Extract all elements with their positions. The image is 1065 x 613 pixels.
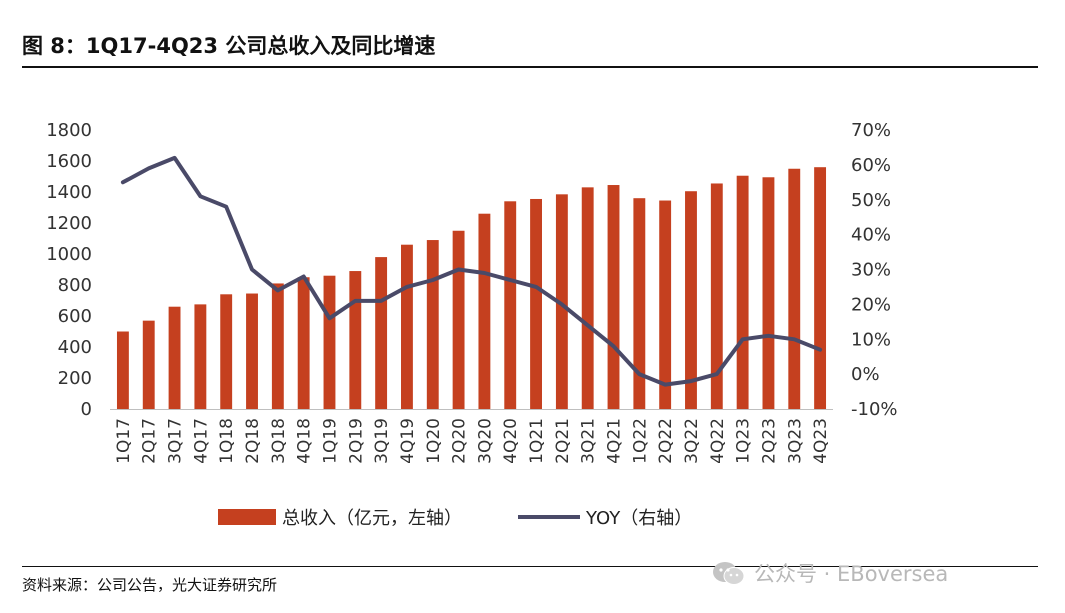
x-tick-label: 3Q22 — [682, 418, 702, 464]
y-left-tick-label: 600 — [58, 306, 92, 327]
x-tick-label: 1Q17 — [114, 418, 134, 464]
x-tick-label: 3Q17 — [166, 418, 186, 464]
bar-2Q20 — [452, 230, 465, 409]
source-note: 资料来源：公司公告，光大证券研究所 — [22, 576, 278, 594]
y-right-tick-label: 20% — [851, 294, 891, 315]
bar-3Q20 — [478, 213, 491, 409]
bar-4Q18 — [297, 277, 310, 409]
bar-3Q17 — [168, 306, 181, 409]
bar-4Q23 — [814, 167, 827, 409]
x-tick-label: 2Q20 — [450, 418, 470, 464]
y-right-tick-label: 10% — [851, 329, 891, 350]
bar-1Q23 — [736, 175, 749, 409]
y-left-tick-label: 800 — [58, 275, 92, 296]
bar-4Q22 — [710, 183, 723, 409]
x-tick-label: 1Q23 — [734, 418, 754, 464]
x-tick-label: 2Q23 — [759, 418, 779, 464]
y-left-tick-label: 1600 — [46, 151, 92, 172]
x-tick-label: 2Q22 — [656, 418, 676, 464]
bar-2Q17 — [142, 320, 155, 409]
y-left-tick-label: 1200 — [46, 213, 92, 234]
x-tick-label: 4Q18 — [295, 418, 315, 464]
title-divider — [22, 66, 1038, 68]
chart-legend: 总收入（亿元，左轴） YOY（右轴） — [218, 504, 692, 530]
watermark-text: 公众号 · EBoversea — [754, 562, 949, 586]
footer-divider — [22, 566, 1038, 567]
x-tick-label: 1Q18 — [217, 418, 237, 464]
bar-3Q23 — [788, 168, 801, 409]
bar-4Q20 — [504, 201, 517, 409]
x-tick-label: 2Q21 — [553, 418, 573, 464]
chart-title: 图 8：1Q17-4Q23 公司总收入及同比增速 — [22, 34, 436, 58]
bar-1Q22 — [633, 198, 646, 409]
bar-2Q18 — [246, 293, 258, 409]
x-tick-label: 1Q21 — [527, 418, 547, 464]
bar-4Q19 — [401, 244, 413, 409]
yoy-line — [120, 155, 823, 387]
x-tick-label: 3Q23 — [785, 418, 805, 464]
bar-3Q22 — [685, 191, 697, 409]
bar-1Q21 — [530, 198, 542, 409]
x-tick-label: 3Q21 — [579, 418, 599, 464]
x-tick-label: 4Q17 — [191, 418, 211, 464]
legend-bar-swatch — [218, 509, 276, 525]
y-left-tick-label: 1800 — [46, 120, 92, 141]
y-left-tick-label: 400 — [58, 337, 92, 358]
y-right-tick-label: 40% — [851, 225, 891, 246]
y-left-tick-label: 1400 — [46, 182, 92, 203]
bar-3Q19 — [375, 257, 388, 409]
x-tick-label: 4Q23 — [811, 418, 831, 464]
y-right-tick-label: 30% — [851, 260, 891, 281]
x-tick-label: 2Q19 — [346, 418, 366, 464]
y-right-tick-label: 50% — [851, 190, 891, 211]
y-right-tick-label: 0% — [851, 364, 880, 385]
x-tick-label: 3Q20 — [475, 418, 495, 464]
bar-2Q19 — [349, 271, 362, 409]
legend-bar-label: 总收入（亿元，左轴） — [282, 508, 462, 529]
y-left-tick-label: 200 — [58, 368, 92, 389]
bar-2Q23 — [762, 177, 775, 409]
bar-4Q21 — [607, 185, 620, 409]
x-tick-label: 1Q20 — [424, 418, 444, 464]
y-left-tick-label: 0 — [81, 399, 92, 420]
x-tick-label: 4Q21 — [605, 418, 625, 464]
bar-3Q21 — [581, 187, 594, 409]
bar-2Q21 — [555, 194, 568, 409]
bar-1Q18 — [220, 294, 233, 409]
x-tick-label: 3Q18 — [269, 418, 289, 464]
x-tick-label: 4Q19 — [398, 418, 418, 464]
x-tick-label: 1Q22 — [630, 418, 650, 464]
y-left-tick-label: 1000 — [46, 244, 92, 265]
bar-1Q19 — [323, 275, 336, 409]
x-tick-label: 2Q17 — [140, 418, 160, 464]
bar-3Q18 — [271, 283, 284, 409]
watermark: 公众号 · EBoversea — [712, 558, 948, 588]
bar-1Q20 — [426, 240, 439, 409]
y-right-tick-label: 60% — [851, 155, 891, 176]
bar-1Q17 — [116, 331, 129, 409]
legend-line-swatch — [518, 515, 580, 519]
x-tick-label: 3Q19 — [372, 418, 392, 464]
y-right-tick-label: -10% — [851, 399, 898, 420]
legend-line-label: YOY（右轴） — [586, 508, 693, 529]
bar-2Q22 — [659, 200, 672, 409]
x-tick-label: 4Q22 — [708, 418, 728, 464]
y-right-tick-label: 70% — [851, 120, 891, 141]
x-tick-label: 2Q18 — [243, 418, 263, 464]
x-tick-label: 1Q19 — [320, 418, 340, 464]
x-tick-label: 4Q20 — [501, 418, 521, 464]
wechat-icon — [713, 562, 745, 585]
bar-4Q17 — [194, 304, 207, 409]
